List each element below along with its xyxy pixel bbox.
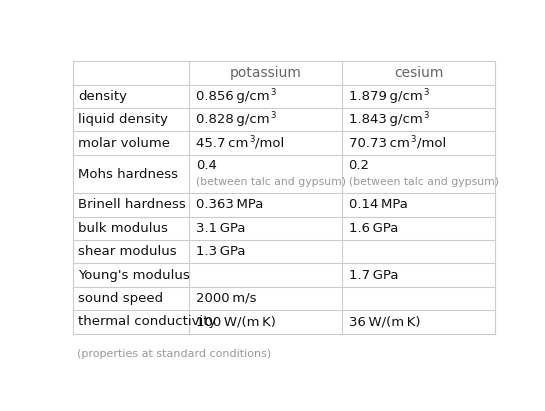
Text: 70.73 cm: 70.73 cm — [349, 137, 409, 150]
Text: Young's modulus: Young's modulus — [78, 268, 190, 282]
Text: 1.879 g/cm: 1.879 g/cm — [349, 90, 422, 103]
Text: 1.3 GPa: 1.3 GPa — [196, 245, 245, 258]
Text: 3: 3 — [423, 88, 429, 97]
Text: 3.1 GPa: 3.1 GPa — [196, 222, 245, 235]
Text: 100 W/(m K): 100 W/(m K) — [196, 315, 276, 328]
Text: 3: 3 — [410, 135, 416, 144]
Text: sound speed: sound speed — [78, 292, 164, 305]
Text: /mol: /mol — [255, 137, 284, 150]
Text: Mohs hardness: Mohs hardness — [78, 168, 178, 180]
Text: 0.14 MPa: 0.14 MPa — [349, 199, 408, 211]
Text: 3: 3 — [249, 135, 255, 144]
Text: 3: 3 — [270, 111, 276, 120]
Text: 0.828 g/cm: 0.828 g/cm — [196, 113, 269, 126]
Text: bulk modulus: bulk modulus — [78, 222, 168, 235]
Text: 2000 m/s: 2000 m/s — [196, 292, 256, 305]
Text: Brinell hardness: Brinell hardness — [78, 199, 186, 211]
Text: 1.843 g/cm: 1.843 g/cm — [349, 113, 422, 126]
Text: 3: 3 — [270, 88, 276, 97]
Text: 36 W/(m K): 36 W/(m K) — [349, 315, 420, 328]
Text: 1.7 GPa: 1.7 GPa — [349, 268, 398, 282]
Text: 3: 3 — [423, 111, 429, 120]
Text: (between talc and gypsum): (between talc and gypsum) — [349, 178, 499, 187]
Text: cesium: cesium — [394, 66, 444, 80]
Text: (between talc and gypsum): (between talc and gypsum) — [196, 178, 346, 187]
Text: potassium: potassium — [230, 66, 302, 80]
Text: shear modulus: shear modulus — [78, 245, 177, 258]
Text: (properties at standard conditions): (properties at standard conditions) — [76, 349, 271, 359]
Text: 0.2: 0.2 — [349, 159, 370, 172]
Text: density: density — [78, 90, 128, 103]
Text: 1.6 GPa: 1.6 GPa — [349, 222, 398, 235]
Text: 0.4: 0.4 — [196, 159, 216, 172]
Text: 45.7 cm: 45.7 cm — [196, 137, 248, 150]
Text: 0.363 MPa: 0.363 MPa — [196, 199, 263, 211]
Text: molar volume: molar volume — [78, 137, 170, 150]
Text: 0.856 g/cm: 0.856 g/cm — [196, 90, 269, 103]
Text: thermal conductivity: thermal conductivity — [78, 315, 216, 328]
Text: /mol: /mol — [416, 137, 446, 150]
Text: liquid density: liquid density — [78, 113, 168, 126]
